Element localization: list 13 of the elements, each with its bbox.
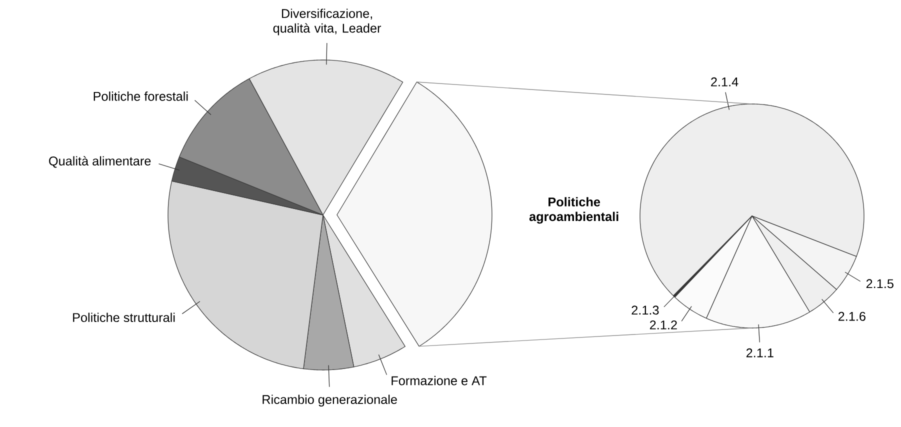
slice-label: 2.1.5 [866, 279, 894, 288]
slice-label: Diversificazione, qualità vita, Leader [273, 8, 382, 36]
slice-label: 2.1.4 [711, 77, 738, 86]
slice-label: 2.1.6 [838, 312, 866, 321]
slice-label: 2.1.1 [746, 348, 774, 358]
slice-label: Ricambio generazionale [262, 394, 397, 407]
slice-label: Politiche forestali [94, 92, 188, 101]
slice-label: Qualità alimentare [49, 156, 151, 168]
text: Politiche agroambientali [529, 197, 618, 224]
slice-label: 2.1.3 [632, 306, 659, 315]
slice-label: Formazione e AT [392, 376, 487, 386]
slice-label: Politiche strutturali [73, 312, 175, 322]
slice-label: 2.1.2 [650, 320, 677, 330]
